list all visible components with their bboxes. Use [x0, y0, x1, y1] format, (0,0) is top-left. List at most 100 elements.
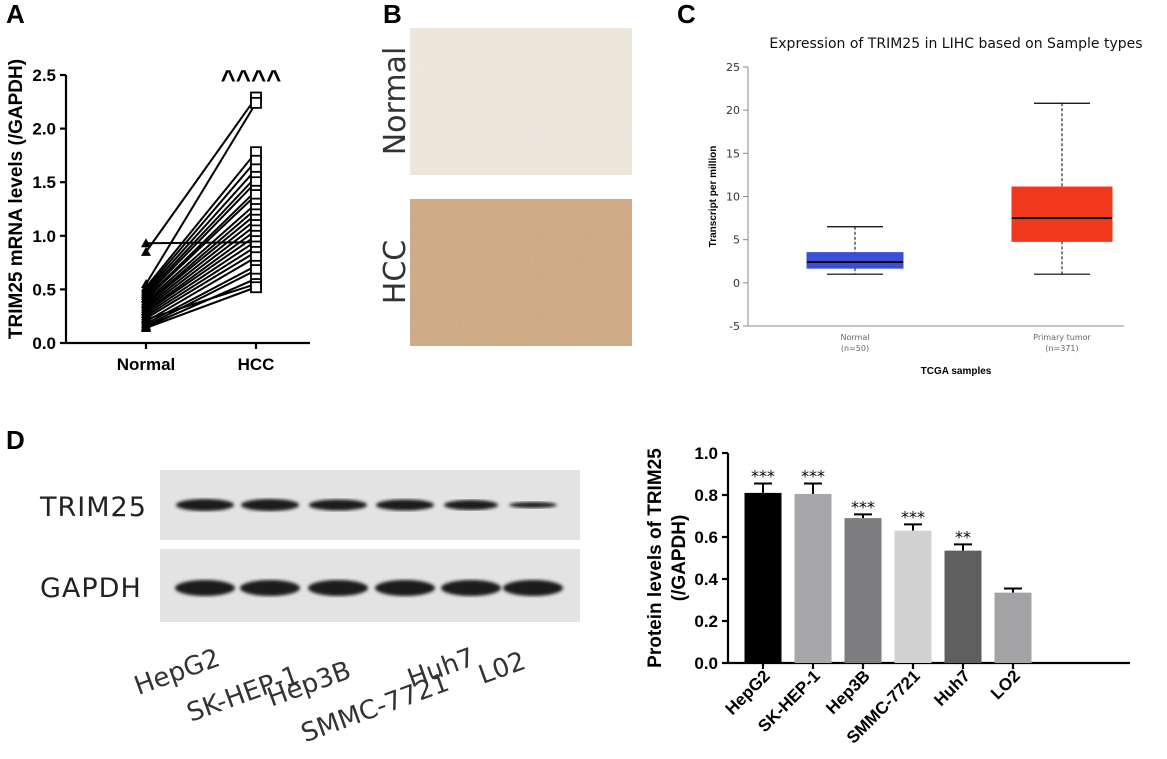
- chart-c-sample-count: (n=371): [1045, 344, 1078, 353]
- chart-a-pair-line: [145, 251, 257, 320]
- chart-c-y-tick-label: 0: [733, 277, 740, 290]
- chart-a-pair-line: [145, 102, 257, 285]
- chart-a-pair-line: [145, 224, 257, 310]
- chart-a-pair-line: [145, 202, 257, 302]
- chart-a-y-tick-label: 1.5: [32, 173, 56, 192]
- panel-c-label: C: [677, 0, 696, 29]
- blot-band-gapdh: [375, 580, 435, 596]
- chart-c-y-axis-label: Transcript per million: [708, 146, 719, 248]
- blot-band-gapdh: [503, 580, 563, 596]
- western-blot: TRIM25 GAPDH HepG2SK-HEP-1Hep3BSMMC-7721…: [39, 470, 580, 749]
- chart-d-significance: ***: [801, 466, 825, 485]
- chart-a-pair-line: [145, 208, 257, 305]
- chart-a-pair-line: [145, 213, 257, 306]
- chart-a-pair-line: [145, 241, 257, 245]
- chart-a-y-tick-label: 0.5: [32, 280, 56, 299]
- ihc-normal-label: Normal: [378, 47, 413, 156]
- chart-a-pair-line: [145, 176, 257, 295]
- chart-d-y-tick-label: 0.4: [694, 570, 718, 589]
- blot-band-trim25: [444, 500, 498, 510]
- chart-a-pair-line: [145, 245, 257, 318]
- chart-a-pair-line: [145, 218, 257, 308]
- panel-d-label: D: [6, 425, 25, 455]
- chart-d-bar: [794, 493, 832, 663]
- chart-a-pair-line: [145, 240, 257, 315]
- chart-d-significance: ***: [751, 466, 775, 485]
- blot-lane-label: L02: [475, 646, 530, 690]
- chart-c-x-tick-label: Normal: [841, 333, 870, 342]
- blot-row-trim25: TRIM25: [39, 492, 147, 523]
- chart-d-bar: [744, 492, 782, 663]
- blot-band-trim25: [376, 499, 434, 511]
- chart-a-y-axis-label: TRIM25 mRNA levels (/GAPDH): [6, 59, 27, 339]
- chart-a-pair-line: [145, 194, 257, 300]
- chart-a-normal-point: [141, 322, 151, 332]
- chart-a-y-tick-label: 0.0: [32, 334, 56, 353]
- chart-a-x-label-normal: Normal: [117, 355, 176, 374]
- chart-d-y-tick-label: 0.6: [694, 528, 718, 547]
- blot-band-trim25: [509, 502, 557, 508]
- chart-d-significance: ***: [901, 507, 925, 526]
- blot-band-gapdh: [308, 580, 368, 596]
- chart-a-hcc-point: [250, 281, 262, 294]
- chart-a-pair-line: [145, 283, 257, 321]
- chart-d-x-tick-label: LO2: [987, 666, 1024, 703]
- chart-a-significance: ^^^^: [221, 64, 282, 94]
- blot-band-trim25: [309, 499, 367, 511]
- chart-a-pair-line: [145, 181, 257, 297]
- chart-c-y-tick-label: -5: [729, 320, 740, 333]
- chart-a-pair-line: [145, 168, 257, 293]
- chart-d-y-axis-label-unit: (/GAPDH): [669, 515, 690, 602]
- chart-c-y-tick-label: 5: [733, 234, 740, 247]
- chart-a-pair-line: [145, 151, 257, 288]
- chart-a-normal-point: [141, 238, 151, 248]
- chart-a-pair-line: [145, 234, 257, 313]
- chart-a-mrna-paired: 0.0 0.5 1.0 1.5 2.0 2.5 Normal HCC TRIM25 mRNA l…: [6, 59, 310, 374]
- chart-c-x-axis-label: TCGA samples: [921, 366, 992, 377]
- chart-d-significance: ***: [851, 497, 875, 516]
- chart-a-hcc-point: [250, 96, 262, 109]
- panel-b-label: B: [383, 0, 402, 29]
- chart-c-sample-count: (n=50): [841, 344, 869, 353]
- blot-band-gapdh: [175, 580, 235, 596]
- chart-a-y-tick-label: 1.0: [32, 227, 56, 246]
- chart-a-pair-line: [145, 190, 257, 299]
- chart-a-pair-line: [145, 277, 257, 328]
- chart-d-protein-bar: 0.0 0.2 0.4 0.6 0.8 1.0 Protein levels of TRIM…: [645, 444, 1130, 747]
- chart-d-bar: [844, 518, 882, 663]
- chart-a-y-tick-label: 2.0: [32, 120, 56, 139]
- chart-a-pair-line: [145, 229, 257, 312]
- blot-band-trim25: [176, 499, 234, 511]
- chart-c-x-tick-label: Primary tumor: [1033, 333, 1091, 342]
- blot-band-gapdh: [240, 580, 300, 596]
- chart-d-y-tick-label: 0.2: [694, 612, 718, 631]
- chart-c-title: Expression of TRIM25 in LIHC based on Sa…: [769, 36, 1142, 52]
- chart-c-y-tick-label: 15: [726, 147, 740, 160]
- chart-c-box: [806, 252, 904, 269]
- panel-a-label: A: [6, 0, 25, 29]
- ihc-panel: Normal HCC: [378, 28, 632, 346]
- chart-d-y-tick-label: 0.8: [694, 486, 718, 505]
- chart-d-bar: [994, 592, 1032, 663]
- ihc-hcc-label: HCC: [378, 240, 413, 304]
- blot-band-trim25: [241, 499, 299, 511]
- chart-a-normal-point: [141, 246, 151, 256]
- blot-row-gapdh: GAPDH: [40, 573, 142, 604]
- chart-c-y-tick-label: 10: [726, 191, 740, 204]
- chart-a-pair-line: [145, 269, 257, 327]
- chart-a-y-tick-label: 2.5: [32, 66, 56, 85]
- chart-d-x-tick-label: Huh7: [930, 666, 973, 709]
- blot-band-gapdh: [441, 580, 501, 596]
- chart-d-y-tick-label: 1.0: [694, 444, 718, 463]
- chart-a-pair-line: [145, 160, 257, 291]
- chart-a-normal-point: [141, 314, 151, 324]
- chart-d-significance: **: [955, 527, 971, 546]
- chart-a-pair-line: [145, 256, 257, 323]
- chart-c-y-tick-label: 20: [726, 104, 740, 117]
- chart-c-tcga-boxplot: Expression of TRIM25 in LIHC based on Sa…: [708, 36, 1143, 377]
- chart-d-y-axis-label: Protein levels of TRIM25: [645, 448, 666, 668]
- chart-d-bar: [894, 530, 932, 663]
- chart-d-bar: [944, 550, 982, 663]
- chart-a-pair-line: [145, 96, 257, 253]
